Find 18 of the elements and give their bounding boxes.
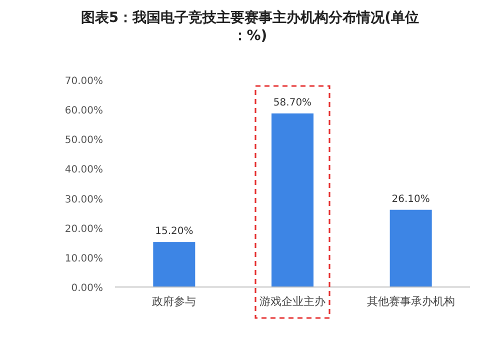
data-label: 58.70% <box>273 97 312 108</box>
bar <box>153 242 196 287</box>
y-tick-label: 0.00% <box>71 283 103 294</box>
y-tick-label: 50.00% <box>64 135 103 146</box>
y-tick-label: 70.00% <box>64 76 103 87</box>
y-tick-label: 30.00% <box>64 194 103 206</box>
data-label: 26.10% <box>392 194 430 205</box>
x-tick-label: 其他赛事承办机构 <box>366 295 455 308</box>
bar <box>272 113 314 287</box>
y-tick-label: 20.00% <box>64 224 103 235</box>
y-tick-label: 40.00% <box>64 164 103 176</box>
y-tick-label: 10.00% <box>64 253 103 264</box>
x-tick-label: 游戏企业主办 <box>260 295 326 308</box>
chart-title: 图表5：我国电子竞技主要赛事主办机构分布情况(单位：%) <box>80 9 420 44</box>
bar <box>390 210 432 287</box>
x-tick-label: 政府参与 <box>152 295 196 308</box>
data-label: 15.20% <box>155 226 194 238</box>
y-tick-label: 60.00% <box>64 106 103 117</box>
